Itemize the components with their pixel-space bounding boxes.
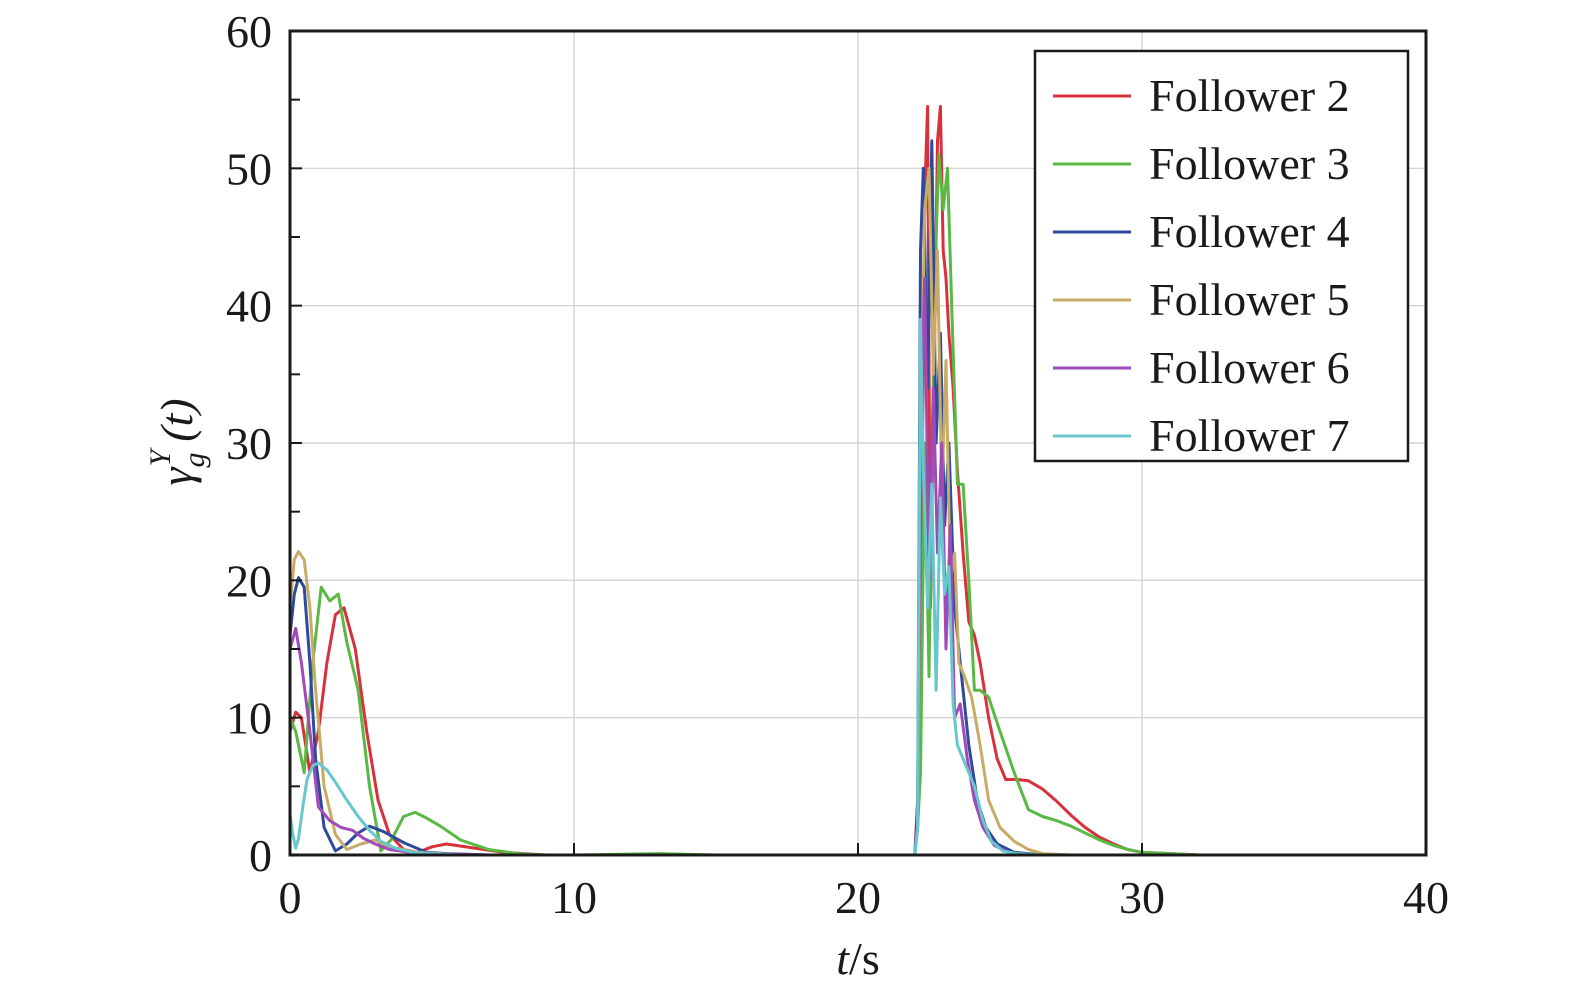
x-tick-label: 0 <box>279 872 302 923</box>
x-axis-label-unit: /s <box>849 933 880 984</box>
y-tick-label: 40 <box>226 281 272 332</box>
x-tick-label: 30 <box>1119 872 1165 923</box>
y-tick-label: 60 <box>226 6 272 57</box>
series-line-follower-3 <box>288 153 1286 857</box>
legend-label: Follower 5 <box>1149 274 1350 325</box>
y-tick-label: 0 <box>249 830 272 881</box>
y-axis-label-argument: (t) <box>151 398 202 441</box>
y-axis-label-superscript: Y <box>144 446 177 466</box>
x-axis-label-variable: t <box>836 933 850 984</box>
y-tick-label: 10 <box>226 693 272 744</box>
y-tick-label: 50 <box>226 143 272 194</box>
y-axis-label: γgY (t) <box>144 398 211 485</box>
legend-label: Follower 3 <box>1149 138 1350 189</box>
tick-labels: 0 10 20 30 40 0 10 20 30 40 50 60 <box>226 6 1449 923</box>
x-tick-label: 40 <box>1403 872 1449 923</box>
x-axis-label: t/s <box>836 933 879 984</box>
x-tick-label: 10 <box>551 872 597 923</box>
x-tick-label: 20 <box>835 872 881 923</box>
legend-label: Follower 6 <box>1149 342 1350 393</box>
y-tick-label: 30 <box>226 418 272 469</box>
legend-label: Follower 7 <box>1149 410 1350 461</box>
axis-ticks <box>289 30 1427 856</box>
legend-label: Follower 4 <box>1149 206 1350 257</box>
y-tick-label: 20 <box>226 555 272 606</box>
y-axis-label-symbol: γ <box>151 466 202 486</box>
y-axis-label-subscript: g <box>178 452 211 467</box>
legend-box <box>1033 49 1410 463</box>
legend: Follower 2 Follower 3 Follower 4 Follower 5… <box>1033 49 1410 463</box>
legend-label: Follower 2 <box>1149 70 1350 121</box>
